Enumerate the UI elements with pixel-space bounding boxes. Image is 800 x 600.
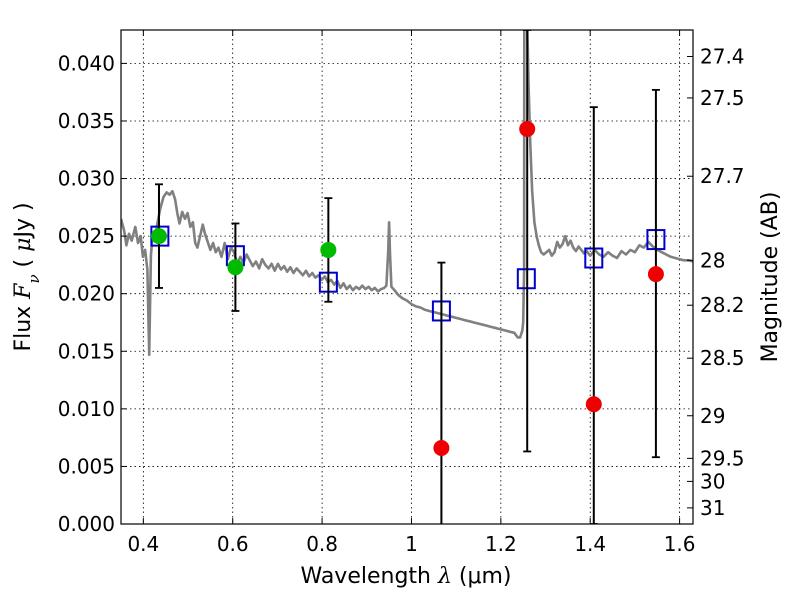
y-tick-label: 0.040	[58, 51, 115, 75]
spectrum-line-0	[121, 30, 526, 356]
y-tick-label: 0.000	[58, 512, 115, 536]
y-tick-label: 0.005	[58, 454, 115, 478]
y2-tick-label: 31	[700, 496, 725, 520]
y2-axis-label: Magnitude (AB)	[758, 192, 783, 363]
spectrum-line-1	[526, 30, 693, 263]
y2-tick-label: 30	[700, 469, 725, 493]
measured-point	[150, 228, 167, 245]
y2-tick-label: 28.2	[700, 293, 745, 317]
y2-tick-label: 27.4	[700, 44, 745, 68]
x-tick-label: 1.6	[664, 532, 696, 556]
x-axis-label: Wavelength λ (μm)	[300, 564, 511, 589]
x-tick-label: 1.2	[485, 532, 517, 556]
measured-point	[320, 241, 337, 258]
measured-point	[433, 440, 450, 456]
y-tick-label: 0.015	[58, 339, 115, 363]
y-tick-label: 0.030	[58, 167, 115, 191]
y-tick-label: 0.025	[58, 224, 115, 248]
x-tick-label: 0.4	[127, 532, 159, 556]
y-tick-label: 0.035	[58, 109, 115, 133]
axis-ticks: 0.4 0.6 0.8 1 1.2 1.4 1.6 0.000 0.005 0.010 0.015 0…	[58, 30, 745, 556]
y2-tick-label: 28	[700, 248, 725, 272]
plot-area	[121, 30, 693, 524]
measured-point	[519, 121, 536, 138]
y2-tick-label: 27.7	[700, 164, 745, 188]
plot-frame	[120, 29, 694, 525]
x-tick-label: 1.4	[574, 532, 606, 556]
y2-tick-label: 29	[700, 404, 725, 428]
y-axis-label: Flux Fν ( μJy )	[11, 202, 43, 351]
x-tick-label: 1	[405, 532, 418, 556]
x-tick-label: 0.6	[217, 532, 249, 556]
grid	[121, 30, 693, 525]
y2-tick-label: 29.5	[700, 446, 745, 470]
measured-point	[227, 259, 244, 276]
y2-tick-label: 28.5	[700, 346, 745, 370]
measured-point	[585, 396, 602, 413]
y-tick-label: 0.010	[58, 397, 115, 421]
measured-point	[647, 266, 664, 283]
y2-tick-label: 27.5	[700, 86, 745, 110]
x-tick-label: 0.8	[306, 532, 338, 556]
y-tick-label: 0.020	[58, 282, 115, 306]
